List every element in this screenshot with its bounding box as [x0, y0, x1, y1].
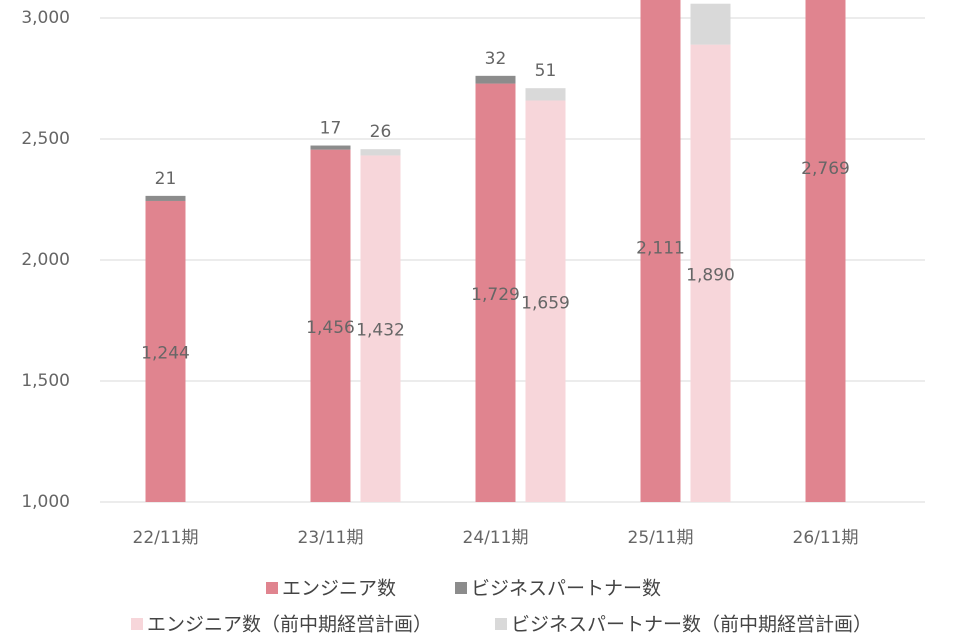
data-label: 1,890: [686, 265, 735, 285]
x-tick-label: 23/11期: [298, 528, 364, 548]
bar: [360, 149, 401, 156]
data-label: 1,659: [521, 293, 570, 313]
bar: [805, 0, 846, 503]
legend-swatch: [131, 618, 143, 630]
y-tick-label: 1,500: [21, 371, 70, 391]
data-label: 26: [370, 122, 392, 142]
data-label: 2,769: [801, 159, 850, 179]
legend-label: ビジネスパートナー数: [471, 578, 661, 600]
bar: [525, 100, 566, 502]
bar: [690, 3, 731, 45]
bar: [310, 145, 351, 150]
y-tick-label: 1,000: [21, 492, 70, 512]
bar: [525, 88, 566, 101]
legend-label: ビジネスパートナー数（前中期経営計画）: [511, 614, 872, 636]
legend-swatch: [455, 582, 467, 594]
data-label: 21: [155, 169, 177, 189]
bar: [475, 83, 516, 502]
bar: [310, 149, 351, 502]
data-label: 32: [485, 49, 507, 69]
x-tick-label: 26/11期: [793, 528, 859, 548]
x-tick-label: 22/11期: [133, 528, 199, 548]
bar: [145, 200, 186, 502]
bar: [690, 44, 731, 503]
data-label: 2,111: [636, 239, 685, 259]
legend-label: エンジニア数（前中期経営計画）: [147, 614, 432, 636]
bar: [145, 195, 186, 201]
data-label: 1,729: [471, 285, 520, 305]
legend-swatch: [495, 618, 507, 630]
bar: [475, 75, 516, 84]
y-tick-label: 2,500: [21, 129, 70, 149]
bar: [360, 155, 401, 502]
y-tick-label: 3,000: [21, 8, 70, 28]
data-label: 17: [320, 119, 342, 139]
data-label: 1,456: [306, 318, 355, 338]
y-tick-label: 2,000: [21, 250, 70, 270]
x-tick-label: 24/11期: [463, 528, 529, 548]
data-label: 1,244: [141, 343, 190, 363]
x-tick-label: 25/11期: [628, 528, 694, 548]
data-label: 51: [535, 61, 557, 81]
bar: [640, 0, 681, 502]
legend-swatch: [266, 582, 278, 594]
legend-label: エンジニア数: [282, 578, 396, 600]
data-label: 1,432: [356, 321, 405, 341]
